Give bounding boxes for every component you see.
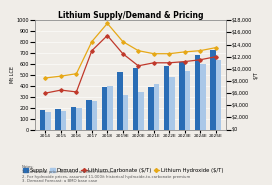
Lithium Hydroxide ($/T) <box>168 53 171 55</box>
Bar <box>61 111 66 130</box>
Text: Notes:
1. Carbonate price forecasts are BMO estimates.
2. For hydroxide prices, : Notes: 1. Carbonate price forecasts are … <box>22 165 190 183</box>
Bar <box>40 110 45 130</box>
Lithium Hydroxide ($/T) <box>90 41 94 43</box>
Y-axis label: $/T: $/T <box>254 71 259 79</box>
Bar <box>216 60 221 130</box>
Lithium Carbonate ($/T) <box>44 92 47 94</box>
Bar <box>86 100 92 130</box>
Lithium Carbonate ($/T) <box>90 50 94 52</box>
Bar <box>133 68 138 130</box>
Bar <box>76 108 82 130</box>
Lithium Hydroxide ($/T) <box>214 46 217 49</box>
Bar <box>71 107 76 130</box>
Bar <box>185 70 190 130</box>
Lithium Carbonate ($/T) <box>199 59 202 61</box>
Lithium Carbonate ($/T) <box>106 34 109 37</box>
Lithium Hydroxide ($/T) <box>199 50 202 52</box>
Bar <box>92 101 97 130</box>
Bar <box>179 62 185 130</box>
Bar <box>107 86 113 130</box>
Lithium Hydroxide ($/T) <box>121 41 125 43</box>
Bar <box>102 87 107 130</box>
Lithium Carbonate ($/T) <box>183 60 186 63</box>
Lithium Hydroxide ($/T) <box>137 50 140 52</box>
Lithium Hydroxide ($/T) <box>183 51 186 53</box>
Legend: Supply, Demand, Lithium Carbonate ($/T), Lithium Hydroxide ($/T): Supply, Demand, Lithium Carbonate ($/T),… <box>21 166 225 175</box>
Bar <box>164 66 169 130</box>
Lithium Hydroxide ($/T) <box>75 73 78 75</box>
Lithium Carbonate ($/T) <box>121 53 125 55</box>
Bar <box>169 77 175 130</box>
Lithium Carbonate ($/T) <box>75 91 78 93</box>
Lithium Hydroxide ($/T) <box>59 75 63 77</box>
Bar <box>118 72 123 130</box>
Bar <box>148 87 154 130</box>
Lithium Carbonate ($/T) <box>137 65 140 67</box>
Bar <box>195 55 200 130</box>
Bar <box>210 50 216 130</box>
Lithium Carbonate ($/T) <box>214 56 217 58</box>
Line: Lithium Hydroxide ($/T): Lithium Hydroxide ($/T) <box>44 22 217 79</box>
Lithium Hydroxide ($/T) <box>44 77 47 79</box>
Bar <box>154 84 159 130</box>
Bar <box>55 109 61 130</box>
Lithium Carbonate ($/T) <box>168 62 171 64</box>
Line: Lithium Carbonate ($/T): Lithium Carbonate ($/T) <box>44 34 217 94</box>
Title: Lithium Supply/Demand & Pricing: Lithium Supply/Demand & Pricing <box>58 11 203 20</box>
Y-axis label: Mt LCE: Mt LCE <box>10 66 15 83</box>
Bar <box>138 92 144 130</box>
Bar <box>123 95 128 130</box>
Bar <box>45 112 51 130</box>
Lithium Carbonate ($/T) <box>59 89 63 91</box>
Lithium Hydroxide ($/T) <box>152 53 155 55</box>
Lithium Hydroxide ($/T) <box>106 22 109 24</box>
Lithium Carbonate ($/T) <box>152 62 155 64</box>
Bar <box>200 64 206 130</box>
